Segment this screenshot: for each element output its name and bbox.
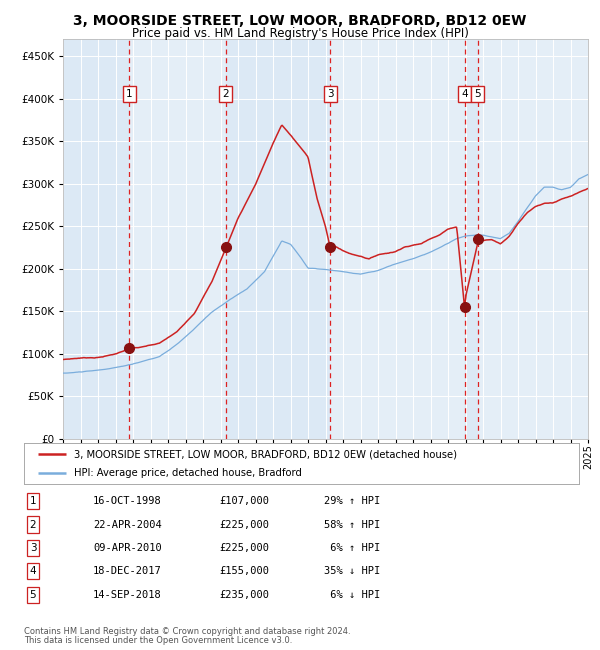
Text: 2: 2 (223, 89, 229, 99)
Text: £225,000: £225,000 (219, 519, 269, 530)
Text: £235,000: £235,000 (219, 590, 269, 600)
Text: HPI: Average price, detached house, Bradford: HPI: Average price, detached house, Brad… (74, 468, 302, 478)
Text: 29% ↑ HPI: 29% ↑ HPI (324, 496, 380, 506)
Text: 14-SEP-2018: 14-SEP-2018 (93, 590, 162, 600)
Text: 5: 5 (29, 590, 37, 600)
Text: £107,000: £107,000 (219, 496, 269, 506)
Bar (226, 39, 330, 439)
Text: 35% ↓ HPI: 35% ↓ HPI (324, 566, 380, 577)
Text: 58% ↑ HPI: 58% ↑ HPI (324, 519, 380, 530)
Text: 1: 1 (29, 496, 37, 506)
Bar (465, 39, 478, 439)
Text: 16-OCT-1998: 16-OCT-1998 (93, 496, 162, 506)
Bar (330, 39, 465, 439)
Text: 3, MOORSIDE STREET, LOW MOOR, BRADFORD, BD12 0EW: 3, MOORSIDE STREET, LOW MOOR, BRADFORD, … (73, 14, 527, 29)
Text: 1: 1 (126, 89, 133, 99)
Text: 4: 4 (461, 89, 468, 99)
Text: 4: 4 (29, 566, 37, 577)
Text: 3: 3 (29, 543, 37, 553)
Text: £225,000: £225,000 (219, 543, 269, 553)
Text: 3, MOORSIDE STREET, LOW MOOR, BRADFORD, BD12 0EW (detached house): 3, MOORSIDE STREET, LOW MOOR, BRADFORD, … (74, 449, 457, 460)
Text: 6% ↓ HPI: 6% ↓ HPI (324, 590, 380, 600)
Text: Contains HM Land Registry data © Crown copyright and database right 2024.: Contains HM Land Registry data © Crown c… (24, 627, 350, 636)
Bar (63, 39, 130, 439)
Text: 09-APR-2010: 09-APR-2010 (93, 543, 162, 553)
Text: 22-APR-2004: 22-APR-2004 (93, 519, 162, 530)
Text: Price paid vs. HM Land Registry's House Price Index (HPI): Price paid vs. HM Land Registry's House … (131, 27, 469, 40)
Text: 2: 2 (29, 519, 37, 530)
Bar (130, 39, 226, 439)
Text: £155,000: £155,000 (219, 566, 269, 577)
Text: 6% ↑ HPI: 6% ↑ HPI (324, 543, 380, 553)
Text: 3: 3 (327, 89, 334, 99)
Text: 18-DEC-2017: 18-DEC-2017 (93, 566, 162, 577)
Text: 5: 5 (475, 89, 481, 99)
Text: This data is licensed under the Open Government Licence v3.0.: This data is licensed under the Open Gov… (24, 636, 292, 645)
Bar (478, 39, 588, 439)
